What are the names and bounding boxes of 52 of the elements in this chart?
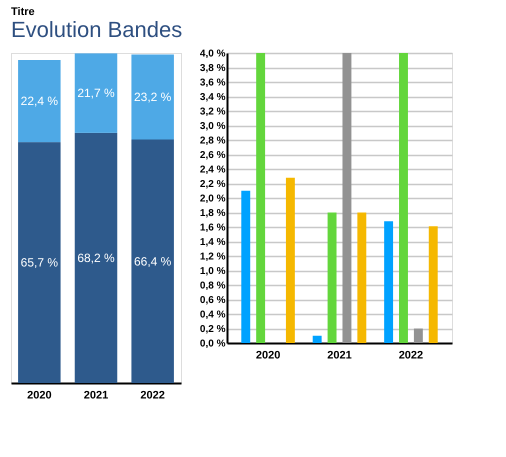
- y-tick-label: 1,2 %: [200, 252, 226, 262]
- bar: [74, 53, 118, 133]
- y-tick-label: 3,4 %: [200, 92, 226, 103]
- y-tick-label: 1,8 %: [200, 208, 226, 219]
- bar: [384, 221, 394, 343]
- bar: [256, 53, 266, 343]
- y-tick-label: 2,6 %: [200, 150, 226, 161]
- data-label: 66,4 %: [134, 254, 172, 268]
- data-label: 65,7 %: [20, 256, 58, 270]
- bar: [342, 53, 352, 343]
- bar: [131, 54, 174, 140]
- y-tick-label: 2,8 %: [200, 136, 226, 146]
- bar: [328, 212, 337, 343]
- x-tick-label: 2021: [327, 350, 352, 362]
- y-tick-label: 0,2 %: [200, 324, 226, 335]
- x-tick-label: 2020: [27, 390, 52, 402]
- y-tick-label: 3,6 %: [200, 78, 226, 88]
- bar: [357, 212, 366, 343]
- y-tick-label: 0,6 %: [200, 295, 226, 306]
- data-label: 23,2 %: [134, 90, 172, 104]
- y-tick-label: 2,0 %: [200, 194, 226, 204]
- y-tick-label: 2,4 %: [200, 164, 226, 176]
- bar: [286, 178, 295, 343]
- bar: [18, 60, 61, 142]
- y-tick-label: 3,8 %: [200, 63, 226, 74]
- y-tick-label: 2,2 %: [200, 179, 226, 190]
- data-label: 21,7 %: [77, 86, 116, 100]
- bar: [312, 336, 322, 343]
- x-tick-label: 2020: [256, 350, 280, 362]
- y-tick-label: 0,0 %: [200, 338, 226, 350]
- bar: [399, 53, 408, 343]
- y-tick-label: 1,4 %: [200, 237, 226, 248]
- y-tick-label: 0,8 %: [200, 280, 226, 292]
- bar: [131, 140, 174, 383]
- chart-title: Titre: [11, 6, 35, 18]
- chart-subtitle: Evolution Bandes: [11, 17, 182, 42]
- data-label: 22,4 %: [20, 94, 58, 108]
- y-tick-label: 0,4 %: [200, 310, 226, 320]
- x-tick-label: 2022: [398, 350, 424, 362]
- y-tick-label: 1,6 %: [200, 222, 226, 234]
- x-tick-label: 2022: [140, 390, 165, 402]
- y-tick-label: 3,2 %: [200, 106, 226, 118]
- bar: [414, 328, 423, 343]
- y-tick-label: 4,0 %: [200, 48, 226, 60]
- y-tick-label: 1,0 %: [200, 266, 226, 277]
- bar: [241, 190, 250, 343]
- y-tick-label: 3,0 %: [200, 121, 226, 132]
- bar: [18, 142, 61, 383]
- bar: [74, 132, 118, 383]
- x-tick-label: 2021: [84, 390, 108, 402]
- bar: [428, 226, 438, 343]
- data-label: 68,2 %: [77, 250, 116, 265]
